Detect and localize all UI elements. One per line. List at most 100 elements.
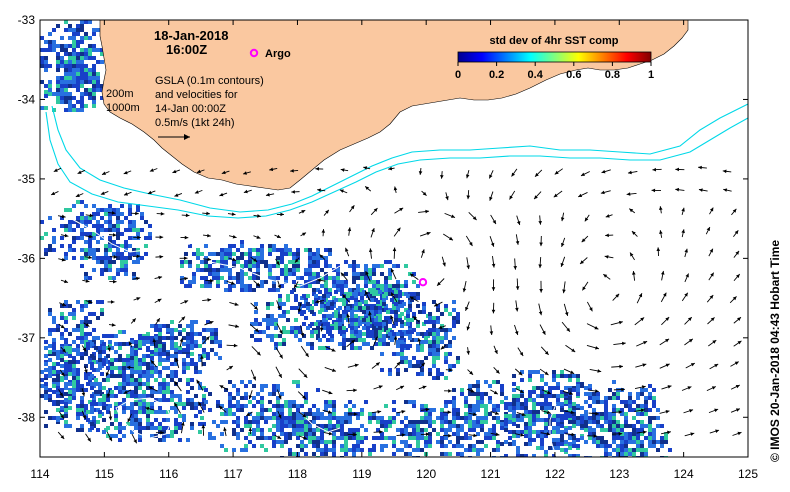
velocity-arrowhead [205, 336, 210, 341]
depth-contour-200m [51, 103, 748, 213]
velocity-arrowhead [317, 278, 321, 283]
velocity-arrowhead [734, 361, 739, 365]
velocity-arrowhead [340, 168, 345, 172]
velocity-arrowhead [331, 348, 336, 352]
y-tick-label: -38 [18, 410, 36, 424]
velocity-arrowhead [64, 279, 69, 284]
velocity-arrowhead [136, 254, 141, 259]
velocity-arrowhead [346, 313, 350, 318]
velocity-arrowhead [618, 320, 623, 325]
velocity-arrowhead [448, 236, 453, 241]
velocity-arrowhead [339, 189, 344, 193]
velocity-arrowhead [277, 435, 282, 439]
velocity-arrowhead [538, 220, 542, 225]
velocity-arrowhead [184, 276, 188, 281]
velocity-arrowhead [593, 434, 598, 438]
velocity-arrowhead [737, 431, 742, 436]
velocity-arrowhead [589, 307, 593, 312]
velocity-arrowhead [584, 217, 589, 222]
x-tick-label: 121 [481, 467, 501, 481]
title-date: 18-Jan-2018 [154, 28, 228, 43]
velocity-arrowhead [539, 288, 543, 293]
velocity-arrowhead [269, 167, 274, 172]
velocity-arrowhead [706, 227, 710, 232]
velocity-arrowhead [82, 415, 86, 420]
velocity-arrowhead [105, 372, 110, 377]
velocity-arrowhead [605, 233, 609, 238]
velocity-arrowhead [123, 170, 128, 175]
velocity-arrowhead [106, 393, 111, 398]
velocity-arrowhead [84, 369, 88, 374]
velocity-arrowhead [465, 306, 469, 311]
velocity-arrowhead [88, 299, 93, 304]
velocity-arrowhead [438, 325, 443, 329]
velocity-arrowhead [538, 311, 543, 316]
gsla-contour [43, 205, 191, 253]
velocity-arrowhead [278, 395, 282, 400]
velocity-arrowhead [207, 298, 212, 302]
velocity-arrowhead [652, 167, 657, 172]
velocity-arrowhead [107, 347, 111, 352]
velocity-arrowhead [399, 207, 404, 212]
velocity-arrowhead [198, 401, 202, 406]
velocity-arrowhead [149, 168, 154, 172]
y-tick-label: -36 [18, 251, 36, 265]
velocity-scale-arrow [158, 134, 190, 140]
velocity-arrowhead [690, 432, 695, 436]
velocity-arrowhead [492, 219, 496, 224]
velocity-arrowhead [698, 188, 703, 192]
velocity-arrowhead [379, 430, 383, 434]
velocity-arrowhead [491, 263, 496, 268]
velocity-arrowhead [108, 437, 112, 442]
velocity-arrowhead [265, 192, 270, 197]
velocity-arrowhead [571, 432, 576, 437]
velocity-arrowhead [422, 385, 427, 390]
velocity-arrowhead [353, 412, 358, 416]
velocity-arrowhead [375, 362, 380, 367]
velocity-arrowhead [662, 292, 667, 297]
velocity-arrowhead [421, 362, 425, 367]
depth-contour-1000m [45, 111, 748, 219]
velocity-arrowhead [62, 348, 66, 353]
velocity-arrowhead [332, 368, 336, 372]
velocity-arrowhead [489, 196, 493, 201]
velocity-arrowhead [174, 402, 178, 407]
velocity-arrowhead [347, 227, 352, 232]
velocity-arrowhead [615, 293, 620, 298]
velocity-arrowhead [183, 256, 188, 261]
velocity-arrowhead [595, 346, 599, 350]
velocity-arrowhead [425, 432, 430, 437]
gsla-legend-line-1: GSLA (0.1m contours) [155, 75, 264, 87]
velocity-arrowhead [113, 279, 117, 284]
velocity-arrowhead [108, 416, 113, 421]
velocity-arrowhead [622, 341, 626, 346]
velocity-arrowhead [87, 437, 91, 442]
velocity-arrowhead [619, 364, 623, 369]
velocity-arrowhead [421, 249, 425, 254]
velocity-arrowhead [88, 255, 93, 260]
velocity-arrowhead [248, 395, 253, 400]
velocity-arrowhead [181, 421, 185, 426]
velocity-arrowhead [315, 167, 320, 171]
velocity-arrowhead [665, 317, 670, 321]
velocity-arrowhead [231, 212, 236, 216]
argo-float-marker [418, 278, 428, 287]
velocity-arrowhead [148, 386, 153, 390]
velocity-arrowhead [539, 242, 543, 247]
velocity-arrowhead [518, 371, 523, 376]
velocity-arrowhead [172, 169, 177, 174]
velocity-arrowhead [560, 262, 565, 267]
velocity-arrowhead [294, 258, 299, 263]
velocity-arrowhead [656, 247, 661, 252]
velocity-arrowhead [466, 350, 470, 355]
velocity-arrowhead [302, 435, 307, 440]
velocity-arrowhead [209, 321, 214, 325]
velocity-arrowhead [466, 195, 471, 200]
velocity-arrowhead [621, 387, 625, 392]
gsla-legend-line-2: and velocities for [155, 89, 238, 101]
x-tick-label: 119 [352, 467, 371, 481]
velocity-arrowhead [651, 188, 656, 193]
velocity-arrowhead [160, 430, 164, 435]
velocity-arrowhead [618, 432, 623, 436]
velocity-arrowhead [275, 261, 280, 266]
